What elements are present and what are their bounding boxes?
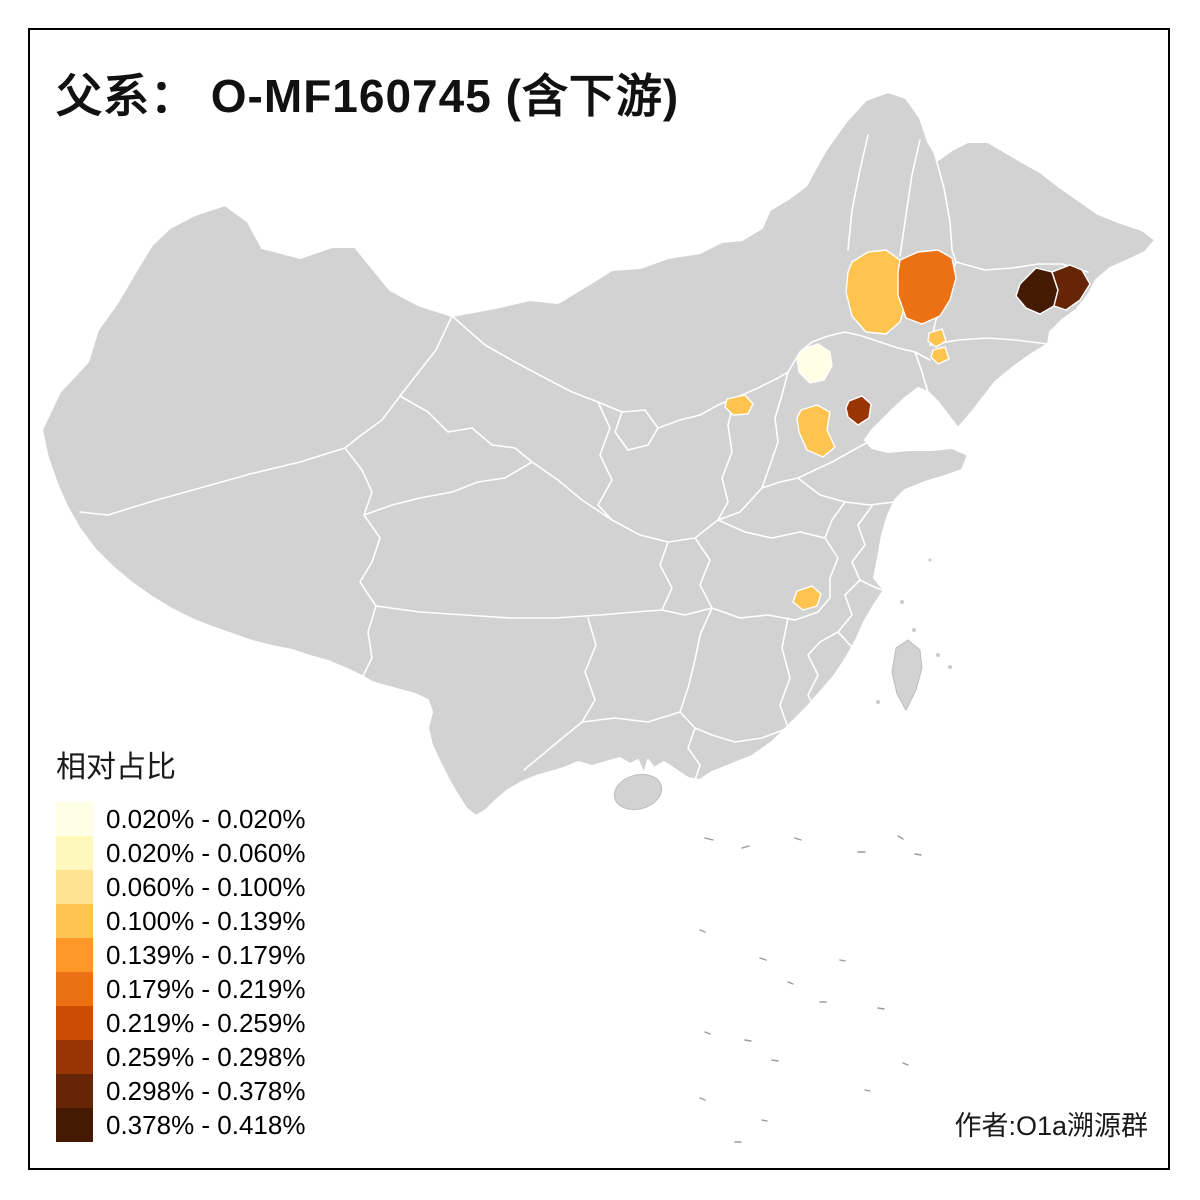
- highlighted-regions: [724, 249, 1091, 611]
- legend-item: 0.179% - 0.219%: [56, 972, 305, 1006]
- legend-label: 0.020% - 0.060%: [106, 837, 306, 868]
- legend: 相对占比 0.020% - 0.020% 0.020% - 0.060% 0.0…: [56, 742, 305, 1142]
- legend-label: 0.100% - 0.139%: [106, 905, 306, 936]
- legend-label: 0.219% - 0.259%: [106, 1007, 306, 1038]
- legend-swatch: [56, 938, 93, 972]
- legend-swatch: [56, 836, 93, 870]
- legend-swatch: [56, 1040, 93, 1074]
- taiwan-island: [891, 639, 923, 712]
- legend-label: 0.298% - 0.378%: [106, 1075, 306, 1106]
- legend-label: 0.060% - 0.100%: [106, 871, 306, 902]
- south-china-sea-islands: [699, 835, 922, 1143]
- legend-label: 0.020% - 0.020%: [106, 803, 306, 834]
- legend-title: 相对占比: [56, 751, 176, 784]
- map-highlight-region: [796, 404, 836, 458]
- province-borders: [79, 134, 1089, 781]
- legend-item: 0.139% - 0.179%: [56, 938, 305, 972]
- legend-label: 0.378% - 0.418%: [106, 1109, 306, 1140]
- author-credit: 作者:O1a溯源群: [954, 1111, 1148, 1141]
- legend-item: 0.020% - 0.020%: [56, 802, 305, 836]
- map-highlight-region: [897, 249, 957, 325]
- legend-item: 0.060% - 0.100%: [56, 870, 305, 904]
- china-mainland: [41, 91, 1156, 817]
- map-highlight-region: [792, 585, 822, 611]
- legend-item: 0.100% - 0.139%: [56, 904, 305, 938]
- map-highlight-region: [930, 346, 950, 365]
- legend-label: 0.179% - 0.219%: [106, 973, 306, 1004]
- figure-title: 父系： O-MF160745 (含下游): [56, 70, 680, 122]
- map-highlight-region: [845, 395, 872, 426]
- map-highlight-region: [1051, 264, 1091, 311]
- coastal-islets: [876, 558, 952, 704]
- legend-item: 0.259% - 0.298%: [56, 1040, 305, 1074]
- map-highlight-region: [796, 343, 833, 384]
- legend-label: 0.259% - 0.298%: [106, 1041, 306, 1072]
- legend-swatch: [56, 802, 93, 836]
- figure-border: [28, 28, 1170, 1170]
- legend-item: 0.020% - 0.060%: [56, 836, 305, 870]
- legend-swatch: [56, 1108, 93, 1142]
- legend-item: 0.378% - 0.418%: [56, 1108, 305, 1142]
- legend-swatch: [56, 904, 93, 938]
- legend-swatch: [56, 870, 93, 904]
- legend-swatch: [56, 1074, 93, 1108]
- legend-label: 0.139% - 0.179%: [106, 939, 306, 970]
- legend-item: 0.298% - 0.378%: [56, 1074, 305, 1108]
- map-highlight-region: [845, 249, 907, 335]
- hainan-island: [613, 773, 663, 811]
- map-highlight-region: [724, 394, 754, 416]
- legend-swatch: [56, 972, 93, 1006]
- legend-swatch: [56, 1006, 93, 1040]
- map-highlight-region: [927, 328, 947, 348]
- legend-item: 0.219% - 0.259%: [56, 1006, 305, 1040]
